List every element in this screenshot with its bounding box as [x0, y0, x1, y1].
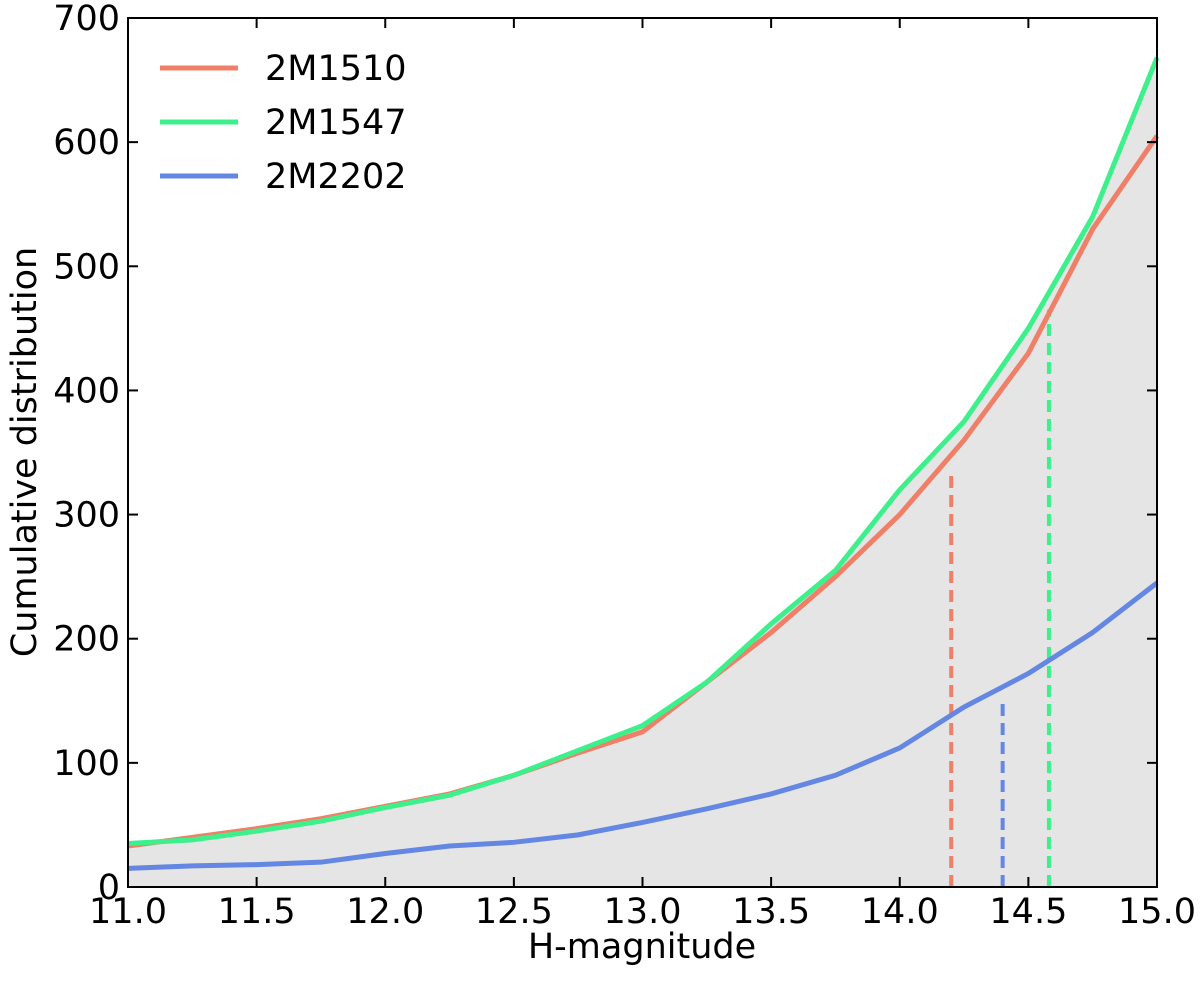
y-tick-label: 300: [53, 496, 120, 536]
y-tick-label: 400: [53, 371, 120, 411]
x-tick-label: 15.0: [1118, 892, 1196, 932]
x-tick-label: 13.0: [604, 892, 682, 932]
x-tick-label: 12.0: [346, 892, 424, 932]
x-tick-label: 11.0: [89, 892, 167, 932]
y-tick-label: 0: [98, 868, 120, 908]
y-tick-label: 600: [53, 123, 120, 163]
area-fill: [128, 57, 1157, 888]
x-axis-label: H-magnitude: [528, 927, 756, 967]
legend-label: 2M2202: [265, 157, 407, 197]
x-tick-label: 12.5: [475, 892, 553, 932]
y-tick-label: 200: [53, 620, 120, 660]
legend-label: 2M1510: [265, 49, 407, 89]
x-tick-label: 14.0: [861, 892, 939, 932]
legend-label: 2M1547: [265, 103, 407, 143]
y-tick-label: 100: [53, 744, 120, 784]
y-axis-label: Cumulative distribution: [5, 247, 45, 657]
y-tick-label: 700: [53, 0, 120, 39]
series-line: [127, 56, 1160, 847]
x-tick-label: 11.5: [218, 892, 296, 932]
x-tick-label: 13.5: [732, 892, 810, 932]
x-tick-label: 14.5: [989, 892, 1067, 932]
series-line: [127, 580, 1159, 871]
y-tick-label: 500: [53, 247, 120, 287]
